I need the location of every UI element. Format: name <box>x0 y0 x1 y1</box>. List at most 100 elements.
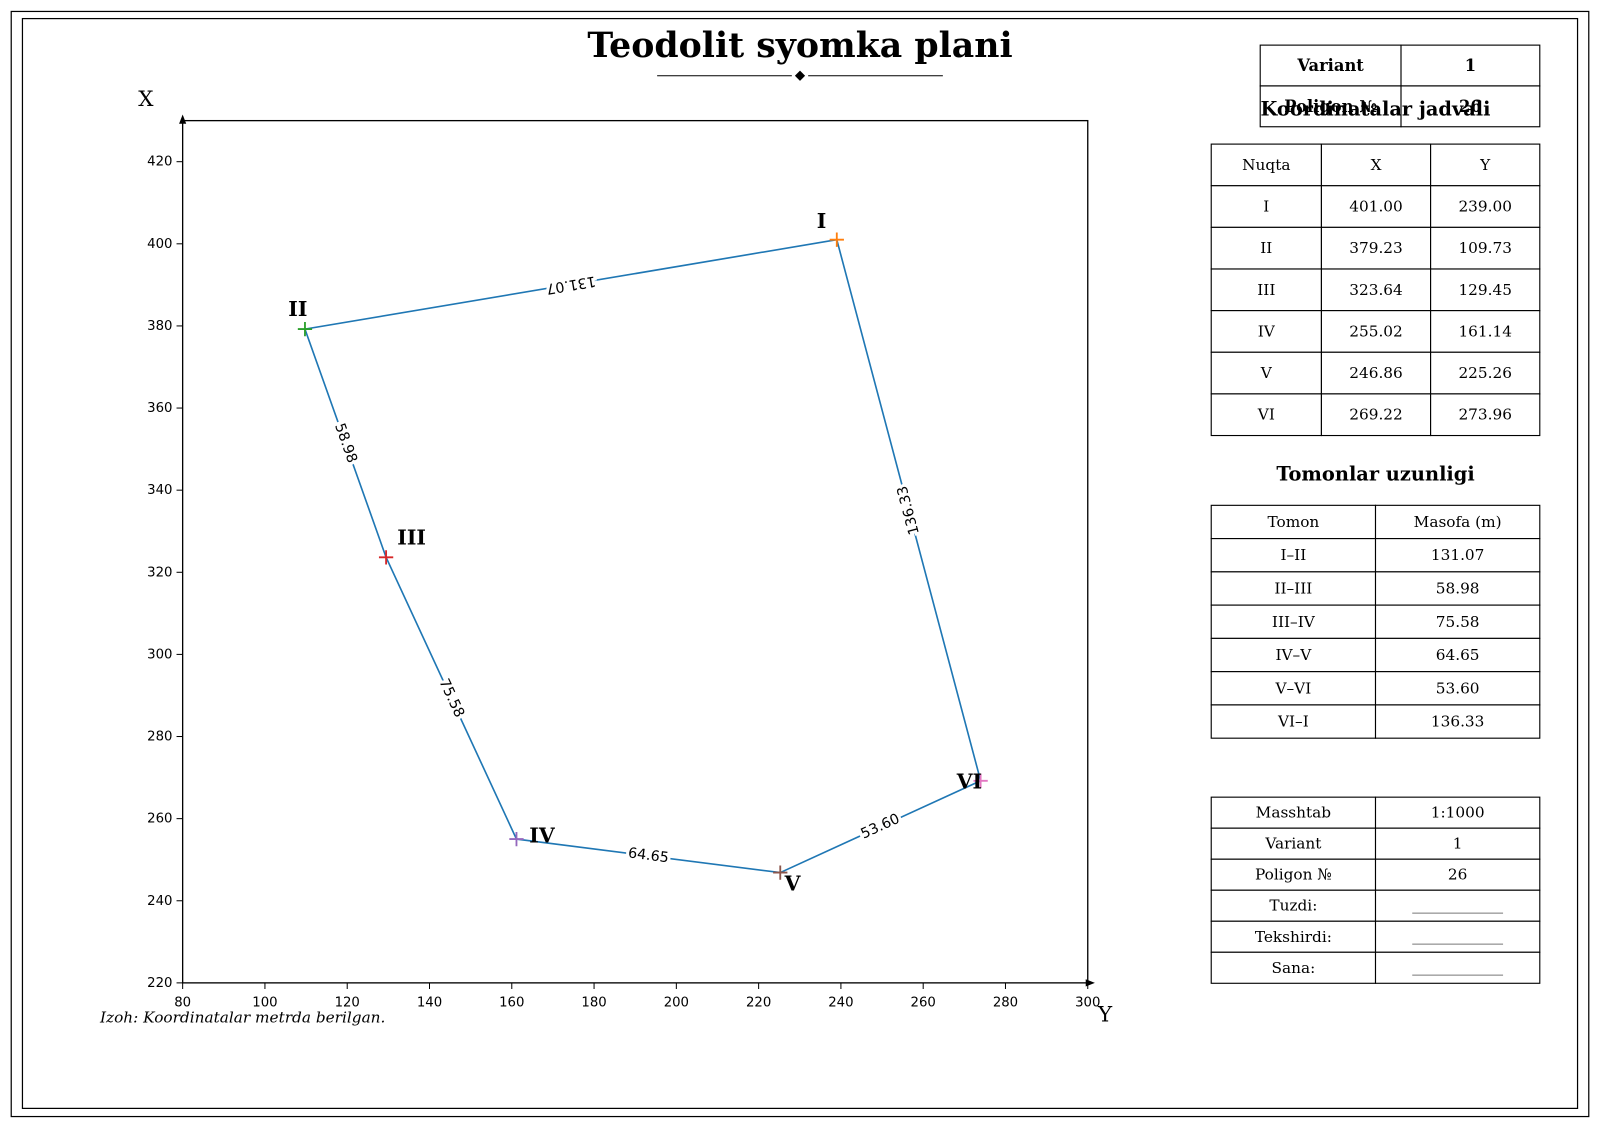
table-text: I <box>1263 198 1269 216</box>
y-tick-label: 240 <box>147 894 172 909</box>
table-text: 269.22 <box>1349 406 1403 424</box>
side-length-label: 75.58 <box>435 676 467 720</box>
station-marker <box>829 232 844 247</box>
table-text: 109.73 <box>1458 239 1512 257</box>
table-text: 401.00 <box>1349 198 1403 216</box>
table-cell <box>1374 704 1541 739</box>
table-cell <box>1210 889 1377 922</box>
x-tick-label: 300 <box>1075 995 1100 1010</box>
table-text: 1 <box>1453 835 1463 853</box>
table-text: 53.60 <box>1436 679 1480 697</box>
table-cell <box>1430 310 1541 353</box>
table-cell <box>1210 268 1322 312</box>
axis-arrow <box>1085 979 1095 987</box>
table-cell <box>1210 604 1377 639</box>
table-text: VI <box>1257 406 1275 424</box>
table-text: 246.86 <box>1349 364 1403 382</box>
y-axis-label: X <box>138 87 154 112</box>
table-text: 323.64 <box>1349 281 1403 299</box>
x-tick-label: 80 <box>174 995 191 1010</box>
station-label: I <box>817 209 827 233</box>
axis-arrow <box>179 114 187 124</box>
y-tick-label: 380 <box>147 319 172 334</box>
traverse-line <box>303 238 982 874</box>
table-cell <box>1210 226 1322 270</box>
table-cell <box>1374 858 1541 891</box>
table-cell <box>1210 704 1377 739</box>
station-marker <box>773 865 788 880</box>
table-cell <box>1400 44 1541 87</box>
table-cell <box>1430 393 1541 437</box>
y-tick-label: 220 <box>147 976 172 991</box>
table-text: Sana: <box>1272 959 1316 977</box>
table-cell <box>1374 604 1541 639</box>
table-text: 131.07 <box>1431 546 1485 564</box>
table-text: V–VI <box>1274 679 1311 697</box>
table-text: Variant <box>1264 835 1322 853</box>
table-cell <box>1210 920 1377 953</box>
y-tick-label: 280 <box>147 730 172 745</box>
table-text: Tekshirdi: <box>1255 928 1332 946</box>
table-cell <box>1430 185 1541 228</box>
side-length-label: 58.98 <box>331 421 360 465</box>
table-text: 75.58 <box>1436 613 1480 631</box>
x-tick-label: 280 <box>993 995 1018 1010</box>
table-cell <box>1430 268 1541 312</box>
table-cell <box>1374 504 1541 540</box>
x-tick-label: 160 <box>499 995 524 1010</box>
table-cell <box>1210 571 1377 606</box>
table-cell <box>1210 796 1377 829</box>
table-text: 26 <box>1459 97 1482 116</box>
station-label: VI <box>956 769 982 793</box>
table-text: Poligon № <box>1284 97 1377 116</box>
table-cell <box>1320 143 1432 187</box>
table-text: VI–I <box>1277 713 1309 731</box>
table-cell <box>1210 951 1377 984</box>
table-text: X <box>1371 156 1382 174</box>
table-cell <box>1374 637 1541 673</box>
table-text: 1:1000 <box>1431 804 1485 822</box>
x-tick-label: 140 <box>417 995 442 1010</box>
table-text: Variant <box>1296 56 1364 75</box>
table-text: IV–V <box>1275 646 1312 664</box>
note: Izoh: Koordinatalar metrda berilgan. <box>99 1009 385 1027</box>
x-tick-label: 200 <box>664 995 689 1010</box>
table-cell <box>1400 85 1541 128</box>
table-cell <box>1320 351 1432 395</box>
y-tick-label: 300 <box>147 647 172 662</box>
x-axis-label: Y <box>1097 1003 1113 1028</box>
table-cell <box>1320 226 1432 270</box>
side-length-label: 64.65 <box>627 845 670 866</box>
station-label: III <box>397 525 426 549</box>
table-text: 129.45 <box>1458 281 1512 299</box>
table-cell <box>1210 637 1377 673</box>
side-length-label: 131.07 <box>545 272 597 296</box>
y-tick-label: 340 <box>147 483 172 498</box>
y-tick-label: 400 <box>147 237 172 252</box>
outer-frame <box>10 10 1590 1118</box>
station-label: II <box>288 297 307 321</box>
x-tick-label: 260 <box>911 995 936 1010</box>
table-text: 239.00 <box>1458 198 1512 216</box>
table-text: Tuzdi: <box>1269 897 1317 915</box>
table-text: Tomon <box>1267 513 1319 531</box>
table-cell <box>1210 827 1377 860</box>
table-text: Masshtab <box>1256 804 1332 822</box>
x-tick-label: 240 <box>828 995 853 1010</box>
y-tick-label: 420 <box>147 155 172 170</box>
table-text: IV <box>1258 322 1276 340</box>
x-tick-label: 220 <box>746 995 771 1010</box>
table-text: Y <box>1479 156 1491 174</box>
table-text: I–II <box>1280 546 1306 564</box>
plot: 80 100 120 140 160 180 200 220 240 260 280 300 220 24… <box>147 155 1100 1011</box>
table-text: 379.23 <box>1349 239 1403 257</box>
table-text: 273.96 <box>1458 406 1512 424</box>
station-label: IV <box>529 824 556 848</box>
table-cell <box>1374 951 1541 984</box>
station-marker <box>509 831 524 847</box>
table-cell <box>1210 671 1377 706</box>
table-cell <box>1320 310 1432 353</box>
table-text: Poligon № <box>1255 866 1332 884</box>
